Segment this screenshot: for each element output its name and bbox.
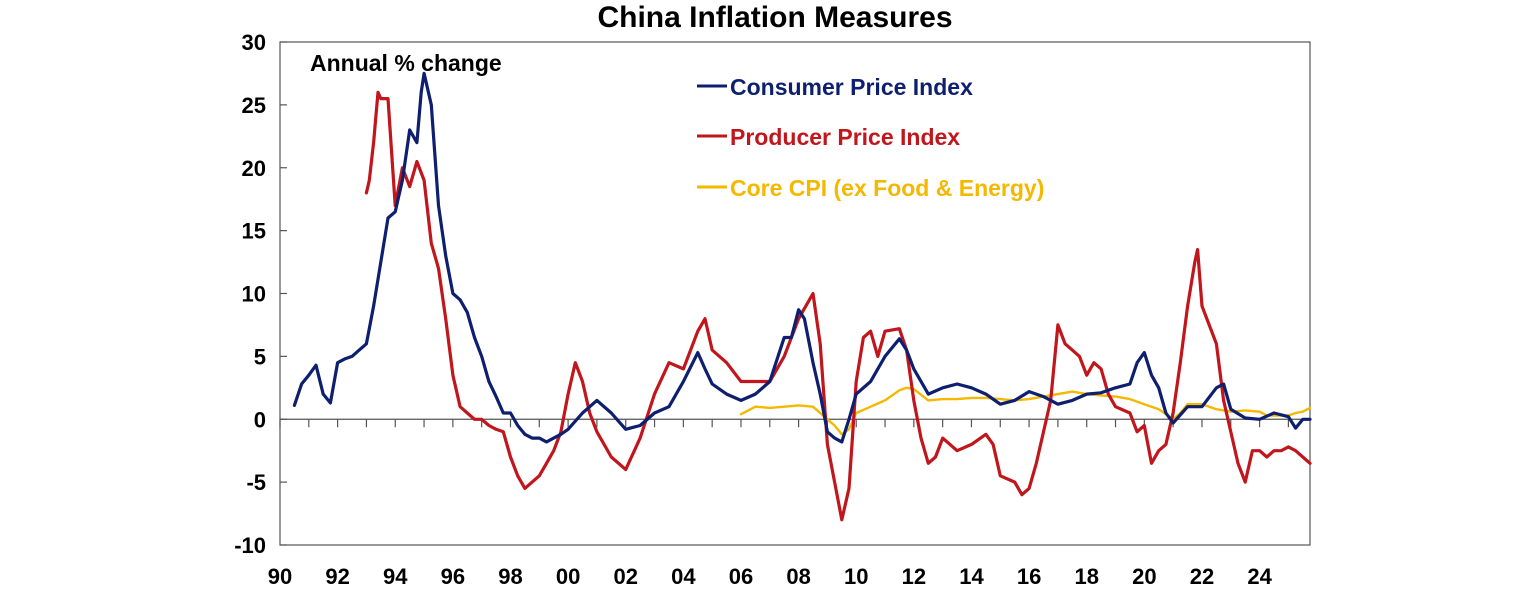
x-tick-label: 18: [1074, 564, 1098, 589]
chart-title: China Inflation Measures: [597, 1, 952, 34]
plot-frame: [279, 41, 1311, 546]
x-tick-label: 24: [1247, 564, 1272, 589]
x-tick-label: 12: [902, 564, 926, 589]
annotation-annual-change: Annual % change: [310, 50, 502, 76]
legend-label: Core CPI (ex Food & Energy): [730, 175, 1044, 201]
y-tick-label: -10: [234, 533, 266, 558]
x-tick-label: 04: [671, 564, 696, 589]
legend-label: Consumer Price Index: [730, 74, 973, 100]
x-tick-label: 16: [1017, 564, 1041, 589]
y-tick-label: 0: [254, 407, 266, 432]
y-tick-label: -5: [246, 470, 266, 495]
x-tick-label: 90: [268, 564, 292, 589]
x-tick-label: 92: [325, 564, 349, 589]
x-tick-label: 98: [498, 564, 522, 589]
y-tick-label: 10: [242, 282, 266, 307]
y-tick-label: 15: [242, 219, 266, 244]
y-tick-label: 5: [254, 344, 266, 369]
x-tick-label: 06: [729, 564, 753, 589]
y-tick-label: 20: [242, 156, 266, 181]
x-tick-label: 96: [441, 564, 465, 589]
y-tick-label: 30: [242, 30, 266, 55]
x-axis: 90 92 94 96 98 00 02 04 06 08 10 12 14 16 18 20 22 24: [268, 418, 1310, 589]
series-line-cpi: [292, 71, 1312, 444]
y-axis: 30 25 20 15 10 5 0 -5 -10: [234, 30, 287, 558]
x-tick-label: 02: [613, 564, 637, 589]
x-tick-label: 14: [959, 564, 984, 589]
legend-label: Producer Price Index: [730, 124, 960, 150]
x-tick-label: 22: [1190, 564, 1214, 589]
x-tick-label: 08: [786, 564, 810, 589]
series-lines: [292, 71, 1312, 522]
x-tick-label: 00: [556, 564, 580, 589]
x-tick-label: 10: [844, 564, 868, 589]
series-line-ppi: [364, 90, 1312, 522]
x-tick-label: 94: [383, 564, 408, 589]
x-tick-label: 20: [1132, 564, 1156, 589]
y-tick-label: 25: [242, 93, 266, 118]
legend: Consumer Price Index Producer Price Index…: [697, 74, 1044, 201]
